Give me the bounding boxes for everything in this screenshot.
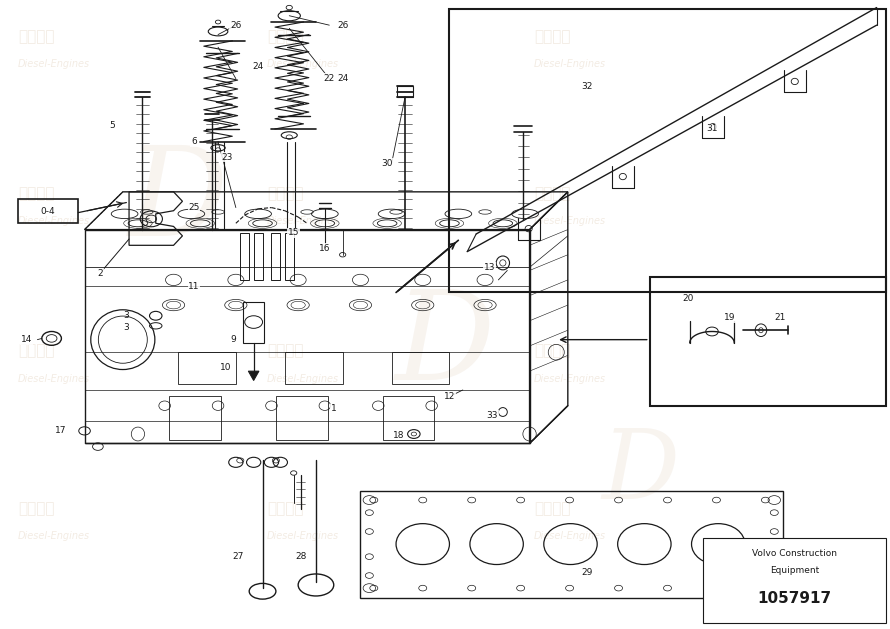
Text: Diesel-Engines: Diesel-Engines [267, 59, 339, 69]
Text: 26: 26 [337, 21, 348, 30]
Text: 1: 1 [331, 404, 336, 413]
Bar [397, 86, 413, 97]
Text: Volvo Construction: Volvo Construction [752, 549, 837, 558]
Text: 紧发动力: 紧发动力 [18, 343, 54, 359]
Text: 紧发动力: 紧发动力 [18, 501, 54, 516]
Text: Diesel-Engines: Diesel-Engines [18, 216, 90, 226]
Text: 紧发动力: 紧发动力 [534, 501, 570, 516]
Text: 23: 23 [222, 153, 232, 162]
Text: 16: 16 [320, 244, 330, 253]
Text: 13: 13 [484, 263, 495, 272]
Text: 9: 9 [231, 335, 236, 344]
Text: 紧发动力: 紧发动力 [267, 29, 303, 44]
Text: 26: 26 [231, 21, 241, 30]
Text: Diesel-Engines: Diesel-Engines [18, 531, 90, 541]
Text: 21: 21 [775, 313, 786, 322]
Text: 17: 17 [55, 426, 66, 435]
Bar [240, 233, 249, 280]
Bar [243, 302, 264, 343]
Text: 紧发动力: 紧发动力 [534, 343, 570, 359]
Text: 3: 3 [123, 311, 128, 320]
Text: Diesel-Engines: Diesel-Engines [534, 531, 606, 541]
Text: 3: 3 [123, 323, 128, 331]
Bar [449, 9, 886, 292]
Text: 22: 22 [324, 74, 335, 83]
Text: 24: 24 [337, 74, 348, 83]
Text: 紧发动力: 紧发动力 [267, 186, 303, 201]
Bar [285, 233, 294, 280]
Text: Diesel-Engines: Diesel-Engines [18, 374, 90, 384]
Text: 5: 5 [109, 121, 115, 130]
Text: 1057917: 1057917 [757, 591, 831, 606]
Text: Diesel-Engines: Diesel-Engines [267, 374, 339, 384]
Text: 15: 15 [288, 228, 299, 237]
Text: 25: 25 [189, 203, 199, 212]
Text: D: D [602, 425, 680, 519]
Bar [169, 396, 221, 440]
Bar [178, 352, 236, 384]
Bar [271, 233, 280, 280]
Bar [254, 233, 263, 280]
Text: 30: 30 [382, 159, 392, 168]
Text: 18: 18 [393, 431, 404, 440]
Text: Diesel-Engines: Diesel-Engines [534, 59, 606, 69]
Text: 19: 19 [724, 313, 735, 322]
Bar [285, 352, 343, 384]
Text: Diesel-Engines: Diesel-Engines [534, 216, 606, 226]
Text: D: D [128, 140, 228, 262]
Text: 12: 12 [444, 392, 455, 401]
Bar [360, 491, 783, 598]
Text: 33: 33 [487, 411, 498, 420]
Text: Equipment: Equipment [770, 566, 819, 575]
Text: 10: 10 [221, 364, 231, 372]
Text: 紧发动力: 紧发动力 [534, 29, 570, 44]
Bar [703, 538, 886, 623]
Polygon shape [248, 371, 259, 381]
Text: Diesel-Engines: Diesel-Engines [18, 59, 90, 69]
Text: 紧发动力: 紧发动力 [534, 186, 570, 201]
Text: 2: 2 [98, 269, 103, 278]
Bar [18, 199, 78, 223]
Bar [392, 352, 449, 384]
Text: 0-4: 0-4 [41, 207, 55, 216]
Text: 20: 20 [683, 294, 693, 303]
Text: D: D [395, 285, 495, 407]
Text: 14: 14 [21, 335, 32, 344]
Text: 紧发动力: 紧发动力 [267, 343, 303, 359]
Text: Diesel-Engines: Diesel-Engines [267, 531, 339, 541]
Text: Diesel-Engines: Diesel-Engines [534, 374, 606, 384]
Text: 32: 32 [582, 82, 593, 91]
Text: 紧发动力: 紧发动力 [18, 186, 54, 201]
Text: 6: 6 [191, 137, 197, 146]
Text: 24: 24 [253, 62, 263, 70]
Bar [276, 396, 328, 440]
Text: 紧发动力: 紧发动力 [18, 29, 54, 44]
Text: 31: 31 [707, 125, 717, 133]
Bar [650, 277, 886, 406]
Text: 29: 29 [582, 568, 593, 577]
Bar [383, 396, 434, 440]
Text: 11: 11 [189, 282, 199, 291]
Text: Diesel-Engines: Diesel-Engines [267, 216, 339, 226]
Text: 紧发动力: 紧发动力 [267, 501, 303, 516]
Text: 28: 28 [295, 552, 306, 561]
Text: 27: 27 [232, 552, 243, 561]
